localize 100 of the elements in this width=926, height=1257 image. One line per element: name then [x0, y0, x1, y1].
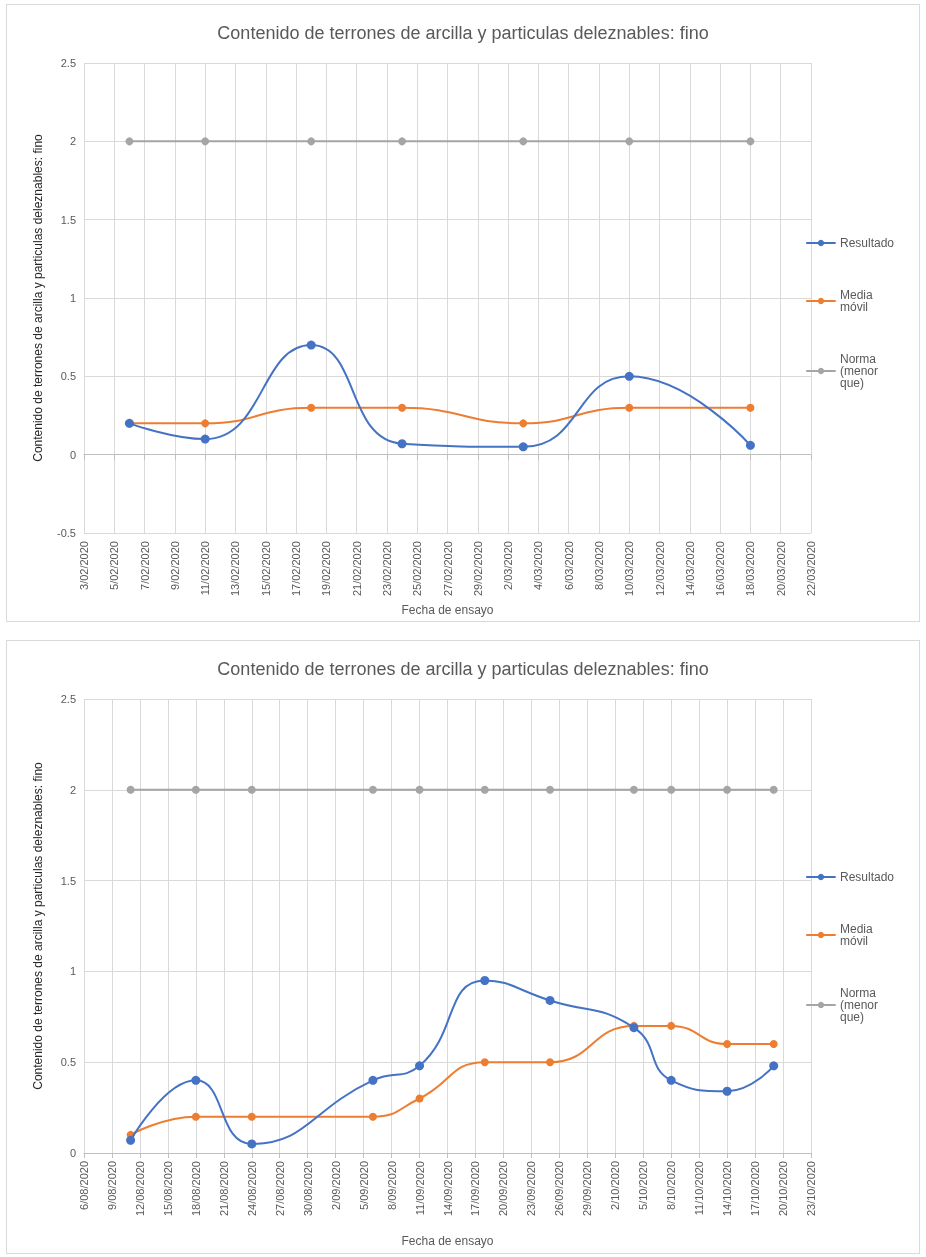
y-tick-label: -0.5 [57, 527, 76, 540]
x-tick-label: 10/03/2020 [623, 541, 636, 597]
x-tick-label: 14/09/2020 [441, 1161, 454, 1217]
point [247, 1139, 257, 1149]
x-tick-label: 13/02/2020 [229, 541, 242, 597]
x-tick-label: 14/10/2020 [721, 1161, 734, 1217]
point [201, 137, 210, 146]
point [415, 785, 424, 794]
point [480, 785, 489, 794]
point [722, 1086, 732, 1096]
point [723, 785, 732, 794]
point [125, 137, 134, 146]
y-tick-label: 1.5 [60, 213, 76, 226]
y-tick-label: 0.5 [60, 370, 76, 383]
x-tick-label: 23/09/2020 [525, 1161, 538, 1217]
x-tick-label: 17/10/2020 [749, 1161, 762, 1217]
point [667, 785, 676, 794]
point [397, 439, 407, 449]
x-tick-label: 24/08/2020 [245, 1161, 258, 1217]
point [368, 1075, 378, 1085]
point [518, 442, 528, 452]
x-tick-label: 5/10/2020 [637, 1161, 650, 1210]
x-tick-label: 18/08/2020 [189, 1161, 202, 1217]
x-tick-label: 26/09/2020 [553, 1161, 566, 1217]
point [545, 995, 555, 1005]
point [368, 785, 377, 794]
point [368, 1112, 377, 1121]
y-tick-label: 2 [69, 783, 76, 796]
x-tick-label: 19/02/2020 [320, 541, 333, 597]
point [546, 785, 555, 794]
x-tick-label: 2/10/2020 [609, 1161, 622, 1210]
x-tick-label: 23/10/2020 [805, 1161, 817, 1217]
x-tick-label: 22/03/2020 [805, 541, 817, 597]
legend-label: Norma (menor que) [839, 986, 882, 1024]
x-tick-label: 5/09/2020 [357, 1161, 370, 1210]
y-tick-label: 1 [69, 292, 76, 305]
point [415, 1094, 424, 1103]
legend-label: Media móvil [839, 922, 876, 948]
x-tick-label: 11/02/2020 [199, 541, 212, 596]
y-tick-label: 2.5 [60, 693, 76, 705]
x-tick-label: 25/02/2020 [411, 541, 424, 597]
x-tick-label: 11/10/2020 [693, 1161, 706, 1216]
point [723, 1040, 732, 1049]
x-tick-label: 30/08/2020 [301, 1161, 314, 1217]
x-tick-label: 2/03/2020 [502, 541, 515, 590]
point [769, 1061, 779, 1071]
x-axis-title: Fecha de ensayo [401, 603, 494, 617]
x-axis-title: Fecha de ensayo [401, 1234, 494, 1248]
y-tick-label: 1.5 [60, 874, 76, 887]
x-tick-label: 6/08/2020 [78, 1161, 90, 1210]
x-tick-label: 9/02/2020 [168, 541, 181, 590]
x-tick-label: 27/08/2020 [273, 1161, 286, 1217]
x-tick-label: 17/09/2020 [469, 1161, 482, 1217]
point [746, 403, 755, 412]
x-tick-label: 3/02/2020 [78, 541, 90, 590]
legend-label: Media móvil [839, 288, 876, 314]
x-tick-label: 5/02/2020 [108, 541, 121, 590]
point [306, 340, 316, 350]
point [519, 137, 528, 146]
y-axis-title: Contenido de terrones de arcilla y particulas deleznables: fino [31, 761, 45, 1090]
point [415, 1061, 425, 1071]
point [247, 1112, 256, 1121]
x-tick-label: 4/03/2020 [532, 541, 545, 590]
x-tick-label: 2/09/2020 [329, 1161, 342, 1210]
chart-title: Contenido de terrones de arcilla y particulas deleznables: fino [217, 23, 709, 43]
point [200, 434, 210, 444]
x-tick-label: 8/10/2020 [665, 1161, 678, 1210]
point [745, 440, 755, 450]
point [191, 785, 200, 794]
x-tick-label: 11/09/2020 [413, 1161, 426, 1216]
point [769, 785, 778, 794]
point [629, 785, 638, 794]
x-tick-label: 9/08/2020 [105, 1161, 118, 1210]
y-tick-label: 0 [69, 448, 76, 461]
y-tick-label: 2.5 [60, 57, 76, 69]
point [126, 1135, 136, 1145]
x-tick-label: 29/09/2020 [581, 1161, 594, 1217]
point [480, 975, 490, 985]
point [307, 137, 316, 146]
x-tick-label: 12/08/2020 [133, 1161, 146, 1217]
x-tick-label: 16/03/2020 [714, 541, 727, 597]
x-tick-label: 23/02/2020 [380, 541, 393, 597]
x-tick-label: 15/02/2020 [259, 541, 272, 597]
chart-title: Contenido de terrones de arcilla y particulas deleznables: fino [217, 659, 709, 679]
point [546, 1058, 555, 1067]
x-tick-label: 29/02/2020 [471, 541, 484, 597]
x-tick-label: 21/08/2020 [217, 1161, 230, 1217]
y-tick-label: 2 [69, 135, 76, 148]
point [625, 403, 634, 412]
x-tick-label: 18/03/2020 [744, 541, 757, 597]
point [519, 419, 528, 428]
y-tick-label: 0.5 [60, 1056, 76, 1069]
point [307, 403, 316, 412]
x-tick-label: 20/09/2020 [497, 1161, 510, 1217]
x-tick-label: 6/03/2020 [562, 541, 575, 590]
x-tick-label: 27/02/2020 [441, 541, 454, 597]
point [191, 1075, 201, 1085]
x-tick-label: 20/03/2020 [774, 541, 787, 597]
x-tick-label: 12/03/2020 [653, 541, 666, 597]
x-tick-label: 17/02/2020 [290, 541, 303, 597]
